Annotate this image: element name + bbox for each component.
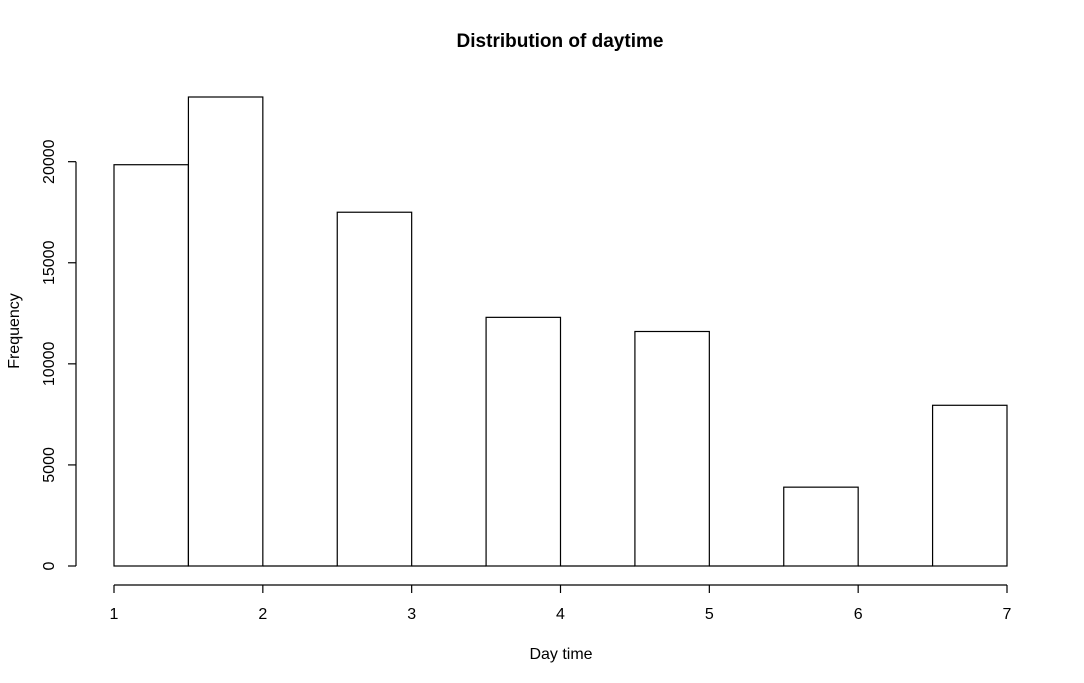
histogram-bar	[634, 330, 710, 567]
bars-group	[113, 96, 1008, 567]
x-axis: 1 2 3 4 5 6 7	[110, 584, 1012, 623]
histogram-bar	[113, 164, 190, 567]
histogram-bar	[485, 316, 562, 567]
y-tick-label: 10000	[41, 342, 58, 387]
histogram-bar	[336, 211, 413, 567]
x-tick-label: 2	[258, 606, 267, 623]
y-axis-label: Frequency	[6, 293, 23, 369]
x-axis-label: Day time	[529, 646, 592, 663]
x-tick-label: 6	[854, 606, 863, 623]
y-tick-label: 20000	[41, 139, 58, 184]
chart-title: Distribution of daytime	[457, 31, 664, 52]
y-axis: 0 5000 10000 15000 20000	[41, 139, 77, 570]
y-tick-label: 5000	[41, 447, 58, 483]
x-tick-label: 3	[407, 606, 416, 623]
histogram-bar	[931, 404, 1008, 567]
x-tick-label: 1	[110, 606, 119, 623]
y-tick-label: 0	[41, 561, 58, 570]
y-tick-label: 15000	[41, 240, 58, 285]
x-tick-label: 7	[1003, 606, 1012, 623]
histogram-bar	[783, 486, 859, 567]
x-tick-label: 4	[556, 606, 565, 623]
x-tick-label: 5	[705, 606, 714, 623]
histogram-bar	[187, 96, 264, 567]
